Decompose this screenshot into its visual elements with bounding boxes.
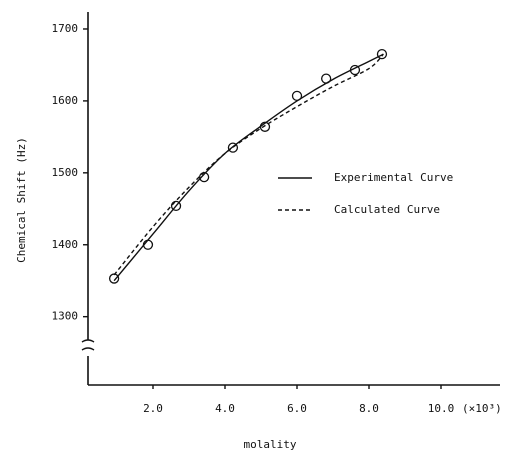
x-tick-label: 2.0 (143, 402, 163, 415)
data-point (259, 121, 271, 132)
x-tick-label: 4.0 (215, 402, 235, 415)
y-tick-label: 1400 (52, 238, 79, 251)
y-tick-label: 1700 (52, 22, 79, 35)
data-point (291, 90, 303, 102)
x-axis-label: molality (244, 438, 297, 451)
x-unit: (×10³) (462, 402, 502, 415)
data-point (321, 73, 332, 84)
data-point (170, 200, 182, 212)
legend-label: Calculated Curve (334, 203, 440, 216)
x-tick-label: 6.0 (287, 402, 307, 415)
y-tick-label: 1300 (52, 310, 79, 323)
x-tick-label: 8.0 (359, 402, 379, 415)
series-line (113, 53, 384, 282)
data-point (142, 239, 154, 250)
y-tick-label: 1600 (52, 94, 79, 107)
data-point (198, 171, 210, 183)
x-tick-label: 10.0 (428, 402, 455, 415)
axis-break (81, 339, 95, 351)
data-point (227, 142, 239, 153)
data-point (349, 64, 361, 76)
y-axis-label: Chemical Shift (Hz) (15, 137, 28, 263)
series-line (113, 53, 384, 276)
y-tick-label: 1500 (52, 166, 79, 179)
data-point (108, 273, 120, 284)
legend-label: Experimental Curve (334, 171, 453, 184)
data-point (376, 49, 388, 60)
